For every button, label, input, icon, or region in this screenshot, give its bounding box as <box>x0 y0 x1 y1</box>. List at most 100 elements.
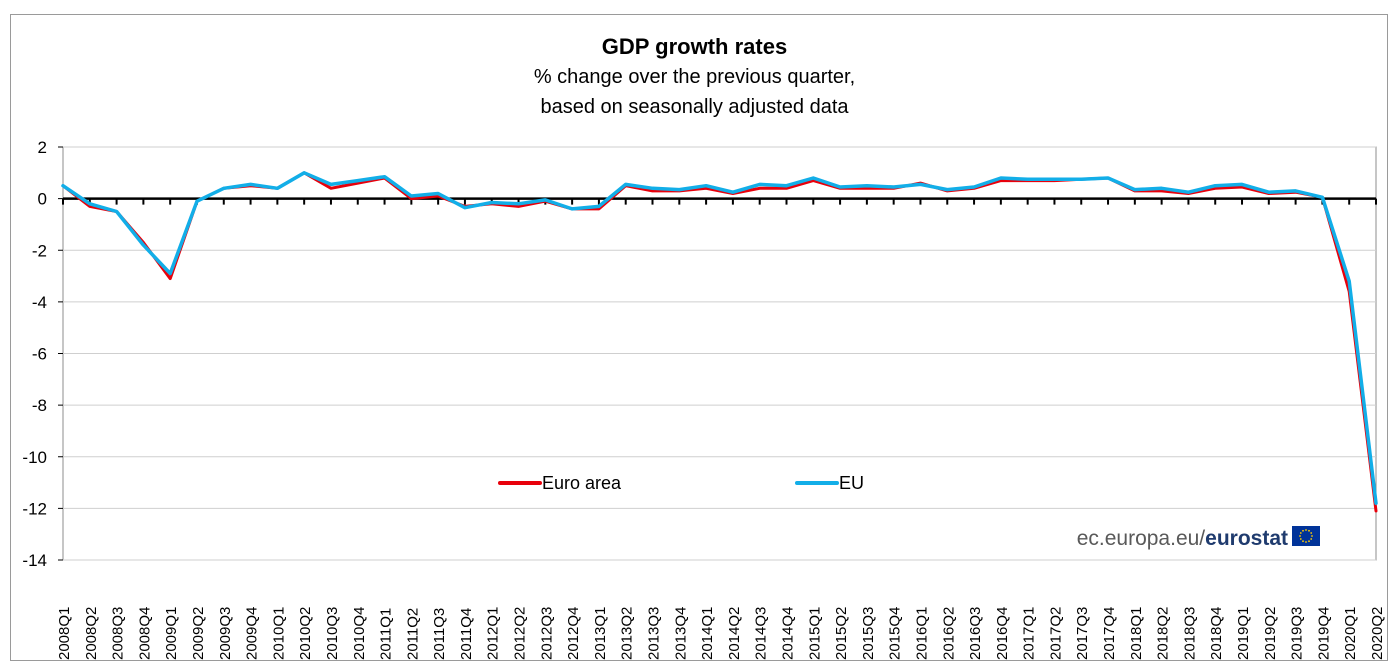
x-tick-label: 2012Q4 <box>565 607 582 660</box>
x-tick-label: 2010Q1 <box>270 607 287 660</box>
eu-flag-star <box>1305 529 1307 531</box>
y-tick-label: -12 <box>22 499 47 518</box>
x-tick-label: 2012Q1 <box>485 607 502 660</box>
data-point <box>1214 187 1217 190</box>
x-tick-label: 2019Q3 <box>1289 607 1306 660</box>
chart-frame <box>10 14 1388 661</box>
x-tick-label: 2010Q3 <box>324 607 341 660</box>
data-point <box>785 184 788 187</box>
chart-title: GDP growth rates <box>601 34 788 59</box>
x-tick-label: 2008Q2 <box>83 607 100 660</box>
x-tick-label: 2019Q4 <box>1315 607 1332 660</box>
x-tick-label: 2014Q4 <box>779 607 796 660</box>
data-point <box>1267 190 1271 194</box>
eu-flag-star <box>1310 538 1313 540</box>
data-point <box>731 190 735 194</box>
data-point <box>946 188 949 191</box>
eurostat-branding: ec.europa.eu/eurostat <box>1077 527 1288 550</box>
x-tick-label: 2020Q2 <box>1369 607 1386 660</box>
data-point <box>704 187 708 190</box>
data-point <box>490 201 493 204</box>
x-tick-label: 2016Q1 <box>913 607 930 660</box>
eu-flag-star <box>1310 532 1313 534</box>
data-point <box>463 206 467 209</box>
series-line-euro-area <box>61 171 1378 513</box>
y-tick-label: -14 <box>22 551 47 570</box>
x-tick-label: 2010Q2 <box>297 607 314 660</box>
x-tick-label: 2011Q3 <box>431 608 448 660</box>
x-tick-label: 2011Q1 <box>378 608 395 660</box>
y-tick-label: -6 <box>32 345 47 364</box>
x-tick-label: 2009Q3 <box>217 607 234 660</box>
x-tick-label: 2009Q4 <box>244 607 261 660</box>
x-tick-label: 2018Q1 <box>1128 607 1145 660</box>
x-tick-label: 2017Q4 <box>1101 607 1118 660</box>
branding-prefix: ec.europa.eu/ <box>1077 527 1206 550</box>
data-point <box>61 184 65 187</box>
x-tick-label: 2013Q2 <box>619 607 636 660</box>
y-tick-label: -8 <box>32 396 47 415</box>
x-tick-label: 2017Q2 <box>1047 607 1064 660</box>
data-point <box>1053 178 1056 181</box>
eu-flag-star <box>1302 529 1304 532</box>
chart-subtitle-line-2: based on seasonally adjusted data <box>540 96 849 118</box>
x-tick-label: 2018Q4 <box>1208 607 1225 660</box>
x-tick-label: 2016Q2 <box>940 607 957 660</box>
x-tick-label: 2014Q3 <box>753 607 770 660</box>
data-point <box>410 197 413 200</box>
x-tick-label: 2014Q1 <box>699 607 716 660</box>
data-point <box>88 202 91 205</box>
data-point <box>865 184 869 187</box>
x-tick-label: 2009Q1 <box>163 607 180 660</box>
data-point <box>624 183 627 186</box>
data-point <box>1294 189 1297 193</box>
x-tick-label: 2019Q2 <box>1262 607 1279 660</box>
data-point <box>222 187 225 190</box>
eu-flag-star <box>1308 529 1310 532</box>
data-point <box>1160 189 1163 193</box>
x-tick-label: 2014Q2 <box>726 607 743 660</box>
x-tick-label: 2012Q2 <box>512 607 529 660</box>
x-tick-label: 2020Q1 <box>1342 607 1359 660</box>
x-tick-label: 2017Q1 <box>1021 607 1038 660</box>
y-tick-label: 0 <box>38 190 47 209</box>
data-point <box>1214 184 1217 187</box>
x-tick-label: 2013Q3 <box>646 607 663 660</box>
eu-flag-star <box>1299 532 1302 534</box>
data-point <box>865 187 869 190</box>
data-point <box>1133 188 1137 191</box>
y-tick-label: 2 <box>38 138 47 157</box>
x-tick-label: 2019Q1 <box>1235 607 1252 660</box>
x-tick-label: 2015Q3 <box>860 607 877 660</box>
data-point <box>1321 196 1324 199</box>
data-point <box>597 207 601 211</box>
x-tick-label: 2018Q2 <box>1155 607 1172 660</box>
x-tick-label: 2015Q1 <box>806 607 823 660</box>
data-point <box>785 187 788 190</box>
data-point <box>517 205 520 208</box>
data-point <box>651 187 654 190</box>
eu-flag-star <box>1308 540 1310 543</box>
legend-label: Euro area <box>542 473 622 493</box>
data-point <box>1374 509 1378 513</box>
x-tick-label: 2011Q4 <box>458 608 475 660</box>
data-point <box>142 243 145 247</box>
x-tick-label: 2017Q3 <box>1074 607 1091 660</box>
data-point <box>276 187 279 190</box>
eu-flag-star <box>1305 541 1307 543</box>
data-point <box>1026 178 1029 181</box>
x-tick-label: 2013Q1 <box>592 607 609 660</box>
x-tick-label: 2018Q3 <box>1181 607 1198 660</box>
eu-flag-star <box>1299 538 1302 540</box>
data-point <box>1374 502 1378 505</box>
x-tick-label: 2008Q4 <box>136 607 153 660</box>
y-tick-label: -4 <box>32 293 47 312</box>
data-point <box>383 175 386 178</box>
eu-flag-star <box>1302 540 1304 543</box>
data-point <box>168 277 172 280</box>
data-point <box>812 176 815 180</box>
data-point <box>1348 280 1351 283</box>
y-tick-label: -10 <box>22 448 47 467</box>
branding-name: eurostat <box>1205 527 1288 550</box>
